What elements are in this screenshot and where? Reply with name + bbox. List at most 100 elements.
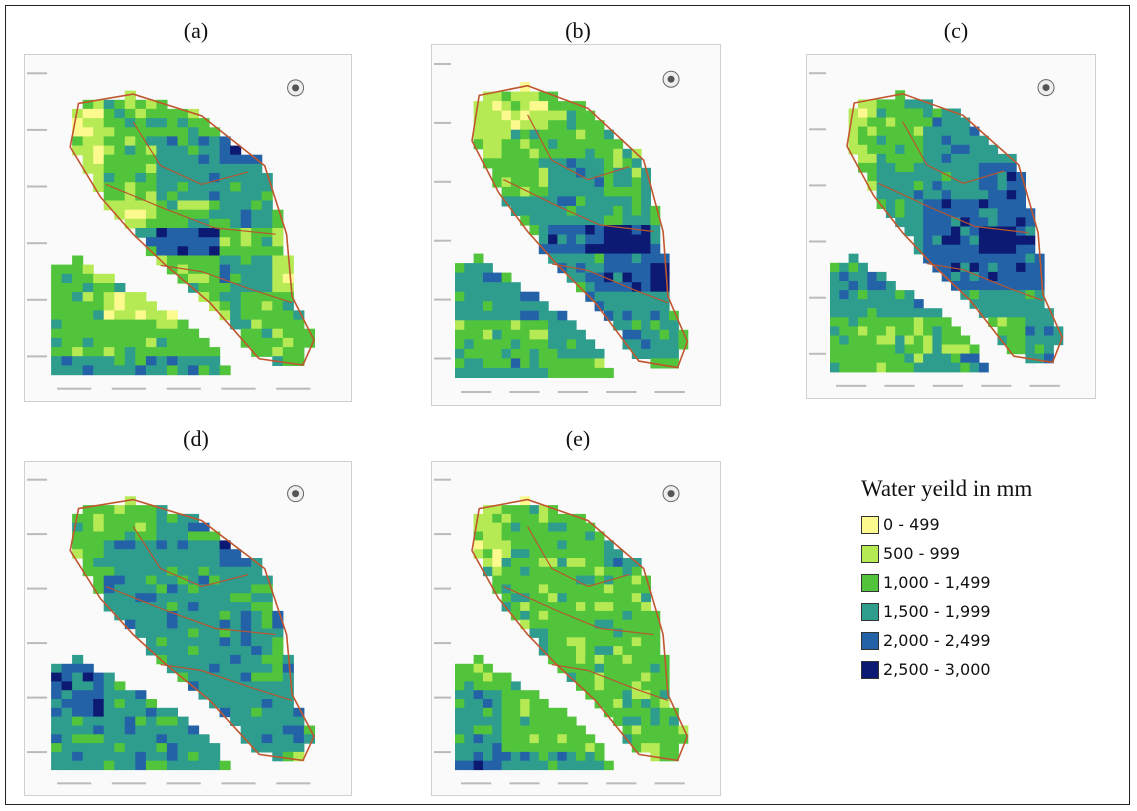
raster-cell xyxy=(103,347,115,357)
raster-cell xyxy=(135,99,147,110)
raster-cell xyxy=(135,319,147,330)
raster-cell xyxy=(219,637,231,647)
raster-cell xyxy=(529,619,540,630)
raster-cell xyxy=(576,263,586,274)
basin-boundary xyxy=(160,264,293,304)
raster-cell xyxy=(923,344,933,355)
raster-cell xyxy=(576,663,586,674)
raster-cell xyxy=(613,291,624,302)
raster-cell xyxy=(622,186,633,197)
raster-cell xyxy=(510,558,521,568)
raster-cell xyxy=(135,593,147,603)
raster-cell xyxy=(261,681,273,691)
raster-cell xyxy=(156,154,168,165)
raster-cell xyxy=(978,217,989,228)
raster-cell xyxy=(188,255,200,266)
raster-cell xyxy=(631,663,642,674)
raster-cell xyxy=(501,690,512,700)
raster-cell xyxy=(603,584,614,594)
raster-cell xyxy=(93,301,105,312)
raster-cell xyxy=(230,575,242,585)
raster-cell xyxy=(166,255,178,266)
raster-cell xyxy=(641,310,651,321)
raster-cell xyxy=(594,139,605,150)
raster-cell xyxy=(650,672,661,682)
raster-cell xyxy=(114,319,126,330)
raster-cell xyxy=(520,725,531,735)
raster-cell xyxy=(969,208,980,218)
raster-cell xyxy=(103,292,115,302)
raster-cell xyxy=(650,329,661,340)
raster-cell xyxy=(960,208,971,218)
raster-cell xyxy=(848,117,859,128)
raster-cell xyxy=(135,310,147,321)
raster-cell xyxy=(72,725,84,735)
raster-cell xyxy=(114,602,126,612)
raster-cell xyxy=(932,208,943,218)
raster-cell xyxy=(895,326,906,337)
raster-cell xyxy=(932,317,943,327)
raster-cell xyxy=(219,699,231,709)
raster-cell xyxy=(876,190,887,200)
raster-cell xyxy=(613,263,624,274)
raster-cell xyxy=(492,348,503,359)
raster-cell xyxy=(876,108,887,119)
raster-cell xyxy=(576,522,586,533)
raster-cell xyxy=(455,751,465,762)
raster-cell xyxy=(585,358,596,369)
raster-cell xyxy=(603,610,614,621)
raster-cell xyxy=(501,760,512,771)
raster-cell xyxy=(548,646,558,656)
raster-cell xyxy=(650,225,661,236)
raster-cell xyxy=(156,337,168,348)
raster-cell xyxy=(93,356,105,366)
raster-cell xyxy=(1006,281,1017,291)
raster-cell xyxy=(867,153,878,164)
raster-cell xyxy=(473,120,484,131)
raster-cell xyxy=(177,347,189,357)
raster-cell xyxy=(272,310,284,321)
raster-cell xyxy=(538,540,549,550)
raster-cell xyxy=(631,654,642,665)
raster-cell xyxy=(529,566,540,577)
raster-cell xyxy=(641,215,651,226)
raster-cell xyxy=(114,283,126,293)
raster-cell xyxy=(622,593,633,603)
raster-cell xyxy=(251,292,263,302)
raster-cell xyxy=(492,540,503,550)
raster-cell xyxy=(529,196,540,207)
raster-cell xyxy=(839,353,850,364)
raster-cell xyxy=(631,716,642,726)
raster-cell xyxy=(492,301,503,312)
raster-cell xyxy=(969,135,980,146)
raster-cell xyxy=(641,301,651,312)
raster-cell xyxy=(978,271,989,282)
raster-cell xyxy=(464,348,475,359)
raster-cell xyxy=(932,135,943,146)
raster-cell xyxy=(93,365,105,376)
raster-cell xyxy=(198,646,210,656)
raster-cell xyxy=(669,358,679,369)
raster-cell xyxy=(566,663,577,674)
raster-cell xyxy=(932,326,943,337)
raster-cell xyxy=(594,358,605,369)
raster-cell xyxy=(631,646,642,656)
raster-cell xyxy=(566,339,577,350)
raster-cell xyxy=(103,99,115,110)
raster-cell xyxy=(124,365,136,376)
raster-cell xyxy=(876,271,887,282)
raster-cell xyxy=(209,619,221,630)
raster-cell xyxy=(51,725,63,735)
raster-cell xyxy=(188,566,200,577)
raster-cell xyxy=(988,199,999,209)
raster-cell xyxy=(261,690,273,700)
raster-cell xyxy=(969,144,980,155)
raster-cell xyxy=(51,734,63,744)
raster-cell xyxy=(483,531,493,541)
raster-cell xyxy=(951,144,961,155)
raster-cell xyxy=(51,690,63,700)
raster-cell xyxy=(473,540,484,550)
raster-cell xyxy=(1025,208,1036,218)
raster-cell xyxy=(261,255,273,266)
raster-cell xyxy=(145,619,157,630)
